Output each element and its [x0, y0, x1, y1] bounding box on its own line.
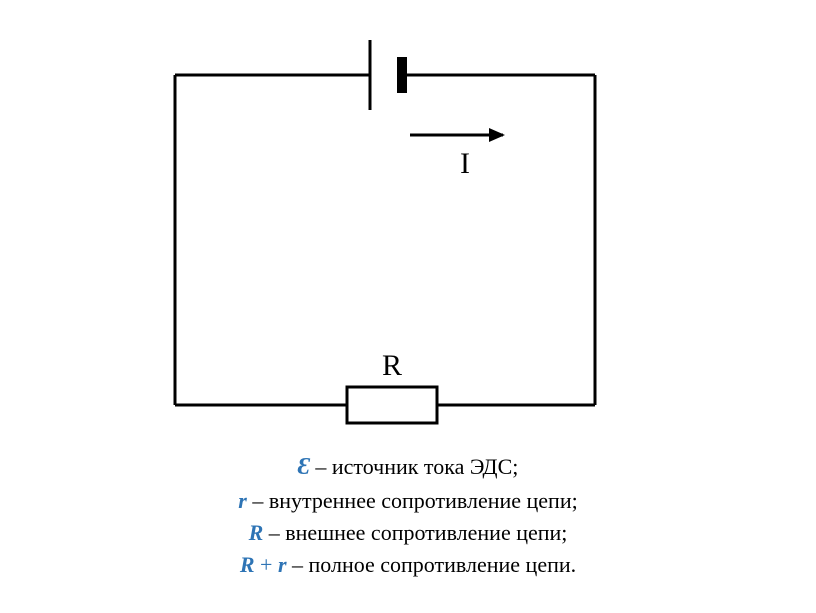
symbol-emf: Ɛ: [298, 454, 310, 480]
symbol-r-internal: r: [238, 488, 247, 513]
legend-line-R: R – внешнее сопротивление цепи;: [0, 517, 816, 549]
current-label: I: [460, 147, 470, 180]
battery-symbol: [370, 40, 407, 110]
symbol-plus: +: [255, 552, 278, 577]
circuit-diagram: I R: [145, 25, 625, 435]
symbol-R-total: R: [240, 552, 255, 577]
resistor-symbol: [347, 387, 437, 423]
legend-text-emf: – источник тока ЭДС;: [310, 454, 519, 479]
resistor-label: R: [382, 349, 402, 382]
legend-text-total: – полное сопротивление цепи.: [287, 552, 577, 577]
current-arrow: [410, 128, 505, 142]
symbol-r-total: r: [278, 552, 287, 577]
symbol-R-external: R: [249, 520, 264, 545]
legend: Ɛ – источник тока ЭДС; r – внутреннее со…: [0, 450, 816, 580]
legend-line-total: R + r – полное сопротивление цепи.: [0, 549, 816, 581]
legend-text-R: – внешнее сопротивление цепи;: [263, 520, 567, 545]
legend-line-emf: Ɛ – источник тока ЭДС;: [0, 450, 816, 485]
legend-text-r: – внутреннее сопротивление цепи;: [247, 488, 578, 513]
legend-line-r: r – внутреннее сопротивление цепи;: [0, 485, 816, 517]
